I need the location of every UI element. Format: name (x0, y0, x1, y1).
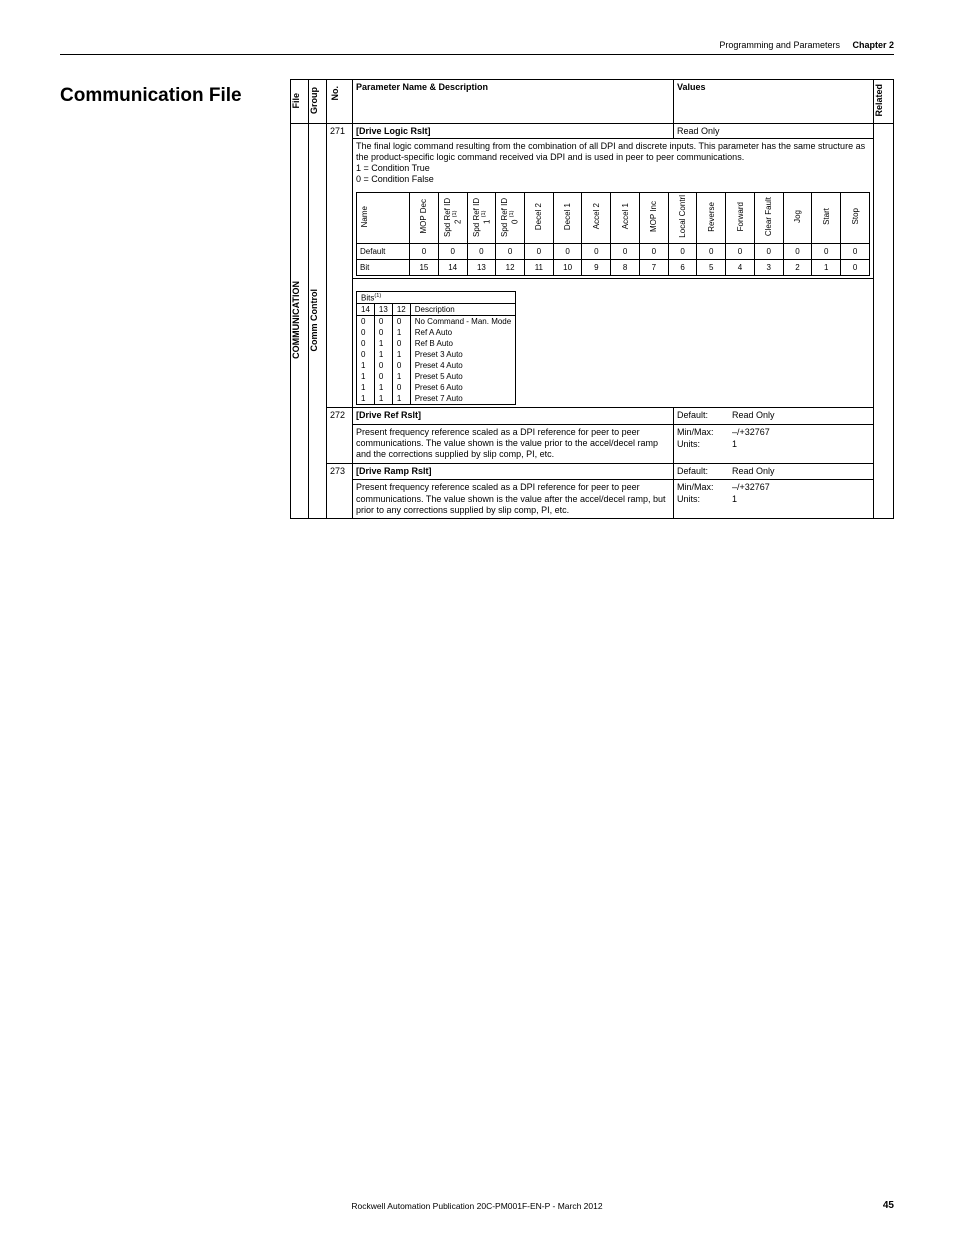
param-name-cell: [Drive Logic Rslt] (353, 123, 674, 138)
parameter-table: File Group No. Parameter Name & Descript… (290, 79, 894, 519)
param-body-cell: The final logic command resulting from t… (353, 138, 874, 278)
related-cell (874, 123, 894, 519)
col-group: Group (309, 80, 327, 124)
values-cell: Min/Max:–/+32767 Units:1 (674, 480, 874, 519)
bit-table: Name MOP Dec Spd Ref ID 2 (1) Spd Ref ID… (356, 192, 870, 276)
values-cell: Default:Read Only (674, 463, 874, 480)
values-cell: Default:Read Only (674, 408, 874, 425)
param-body-cell: Present frequency reference scaled as a … (353, 424, 674, 463)
bits-desc-cell: Bits(1) 14 13 12 Description 000No Comma… (353, 278, 874, 408)
param-no: 272 (327, 408, 353, 463)
header-chapter: Chapter 2 (852, 40, 894, 50)
col-file: File (291, 80, 309, 124)
col-no: No. (327, 80, 353, 124)
file-cell: COMMUNICATION (291, 123, 309, 519)
param-body-cell: Present frequency reference scaled as a … (353, 480, 674, 519)
param-body: The final logic command resulting from t… (356, 141, 870, 186)
footer: Rockwell Automation Publication 20C-PM00… (0, 1201, 954, 1211)
param-no: 273 (327, 463, 353, 518)
bit-name-label: Name (357, 192, 410, 243)
values-cell: Min/Max:–/+32767 Units:1 (674, 424, 874, 463)
content-row: Communication File File Group No. Parame… (60, 79, 894, 519)
section-title: Communication File (60, 79, 290, 107)
param-readonly: Read Only (674, 123, 874, 138)
header-section: Programming and Parameters (719, 40, 840, 50)
param-no: 271 (327, 123, 353, 408)
page: Programming and Parameters Chapter 2 Com… (0, 0, 954, 1235)
param-name-cell: [Drive Ramp Rslt] (353, 463, 674, 480)
parameter-table-wrap: File Group No. Parameter Name & Descript… (290, 79, 894, 519)
group-cell: Comm Control (309, 123, 327, 519)
bits-desc-table: Bits(1) 14 13 12 Description 000No Comma… (356, 291, 516, 406)
col-param: Parameter Name & Description (353, 80, 674, 124)
col-values: Values (674, 80, 874, 124)
col-related: Related (874, 80, 894, 124)
param-name-cell: [Drive Ref Rslt] (353, 408, 674, 425)
running-header: Programming and Parameters Chapter 2 (60, 40, 894, 55)
page-number: 45 (883, 1200, 894, 1211)
